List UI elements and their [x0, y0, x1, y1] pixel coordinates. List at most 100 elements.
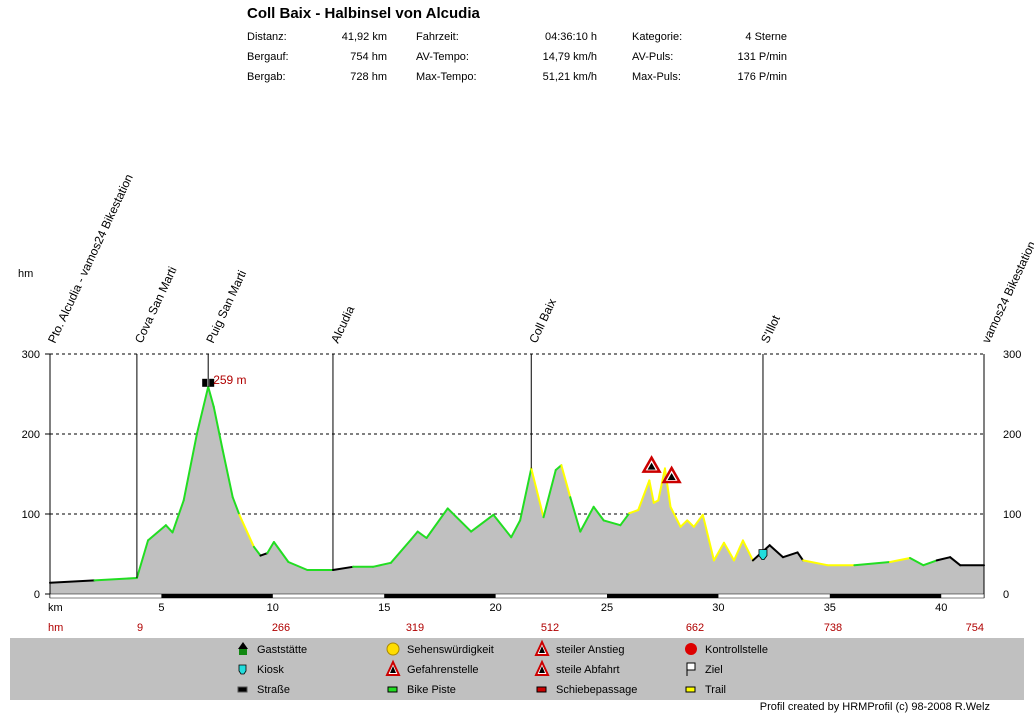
- profile-segment-B: [510, 519, 522, 539]
- legend-label: steiler Anstieg: [556, 644, 624, 656]
- profile-segment-B: [231, 496, 241, 516]
- steile-abfahrt-icon: [539, 666, 545, 673]
- profile-segment-S: [768, 544, 785, 559]
- x-tick-label: 20: [489, 602, 501, 614]
- profile-segment-B: [196, 385, 210, 435]
- profile-segment-B: [212, 405, 224, 451]
- steep-descent-icon: [667, 473, 676, 480]
- legend-label: Kiosk: [257, 664, 284, 676]
- profile-segment-T: [648, 479, 655, 504]
- profile-segment-S: [796, 551, 805, 562]
- x-tick-label: 15: [378, 602, 390, 614]
- profile-segment-B: [492, 513, 513, 539]
- y-tick-label-left: 300: [22, 349, 40, 361]
- strasse-icon: [237, 686, 248, 693]
- profile-segment-T: [701, 513, 715, 562]
- profile-segment-S: [49, 579, 96, 584]
- stat-label: Bergab:: [247, 71, 286, 83]
- x-axis-label: km: [48, 602, 63, 614]
- profile-segment-B: [592, 505, 605, 522]
- profile-segment-B: [416, 530, 428, 539]
- waypoint-label: vamos24 Bikestation: [979, 239, 1034, 345]
- stat-value: 176 P/min: [737, 71, 787, 83]
- profile-segment-B: [135, 539, 150, 579]
- hm-cumulative-label: 738: [824, 622, 842, 634]
- profile-segment-T: [712, 541, 725, 562]
- x-tick-label: 40: [935, 602, 947, 614]
- km-scale-bar: [49, 593, 985, 599]
- waypoint-label: Coll Baix: [526, 296, 559, 345]
- peak-elevation-label: 259 m: [213, 373, 246, 387]
- y-axis-label: hm: [18, 268, 33, 280]
- profile-segment-B: [389, 538, 412, 564]
- gaststaette-icon: [239, 649, 247, 655]
- x-tick-label: 10: [267, 602, 279, 614]
- hm-cumulative-label: 512: [541, 622, 559, 634]
- legend-label: Sehenswürdigkeit: [407, 644, 494, 656]
- y-tick-label-right: 0: [1003, 589, 1009, 601]
- profile-segment-T: [679, 519, 689, 528]
- profile-segment-T: [663, 467, 672, 508]
- legend-label: Straße: [257, 684, 290, 696]
- hm-cumulative-label: 319: [406, 622, 424, 634]
- profile-segment-S: [259, 552, 269, 557]
- profile-segment-S: [949, 556, 962, 567]
- legend-label: Gaststätte: [257, 644, 307, 656]
- bike-piste-icon: [387, 686, 398, 693]
- profile-segment-B: [252, 545, 262, 557]
- profile-segment-B: [909, 557, 925, 567]
- km-scale-segment: [161, 594, 273, 598]
- x-tick-label: 30: [712, 602, 724, 614]
- profile-segment-T: [888, 557, 912, 563]
- hm-cumulative-label: 9: [137, 622, 143, 634]
- profile-segment-T: [637, 479, 651, 511]
- steep-climb-icon: [647, 462, 656, 470]
- stat-label: Max-Puls:: [632, 71, 681, 83]
- stat-label: Fahrzeit:: [416, 31, 459, 43]
- hm-cumulative-label: 662: [686, 622, 704, 634]
- profile-segment-B: [207, 385, 215, 408]
- footer-credit: Profil created by HRMProfil (c) 98-2008 …: [759, 701, 990, 713]
- legend-label: Ziel: [705, 664, 723, 676]
- profile-segment-B: [164, 524, 174, 534]
- waypoint-label: Pto. Alcudia - vamos24 Bikestation: [45, 172, 136, 345]
- trail-icon: [685, 686, 696, 693]
- profile-segment-B: [182, 432, 199, 502]
- steiler-anstieg-icon: [539, 646, 545, 653]
- profile-segment-T: [802, 559, 829, 567]
- stat-label: Distanz:: [247, 31, 287, 43]
- profile-segment-S: [782, 551, 799, 559]
- stat-label: Max-Tempo:: [416, 71, 477, 83]
- km-scale-segment: [829, 594, 942, 598]
- stat-value: 4 Sterne: [745, 31, 787, 43]
- hm-row-label: hm: [48, 622, 63, 634]
- y-tick-label-right: 100: [1003, 509, 1021, 521]
- profile-segment-B: [602, 519, 622, 527]
- y-tick-label-left: 200: [22, 429, 40, 441]
- profile-segment-B: [147, 524, 167, 542]
- km-scale-segment: [607, 594, 719, 598]
- profile-segment-S: [331, 565, 355, 571]
- waypoint-label: S'Illot: [758, 312, 783, 345]
- profile-segment-B: [554, 464, 563, 471]
- profile-segment-B: [287, 561, 309, 571]
- profile-segment-B: [542, 469, 557, 519]
- legend-label: Gefahrenstelle: [407, 664, 479, 676]
- legend-label: Bike Piste: [407, 684, 456, 696]
- route-title: Coll Baix - Halbinsel von Alcudia: [247, 5, 480, 22]
- x-tick-label: 5: [158, 602, 164, 614]
- profile-segment-T: [238, 513, 255, 548]
- x-tick-label: 35: [824, 602, 836, 614]
- stat-label: AV-Tempo:: [416, 51, 469, 63]
- profile-segment-B: [470, 513, 495, 533]
- legend-box: [10, 638, 1024, 700]
- profile-segment-T: [628, 509, 640, 515]
- profile-segment-B: [425, 507, 449, 539]
- profile-segment-T: [733, 539, 744, 562]
- x-tick-label: 25: [601, 602, 613, 614]
- profile-segment-T: [530, 467, 545, 519]
- binoculars-icon: [209, 378, 215, 387]
- kiosk-icon: [758, 549, 768, 560]
